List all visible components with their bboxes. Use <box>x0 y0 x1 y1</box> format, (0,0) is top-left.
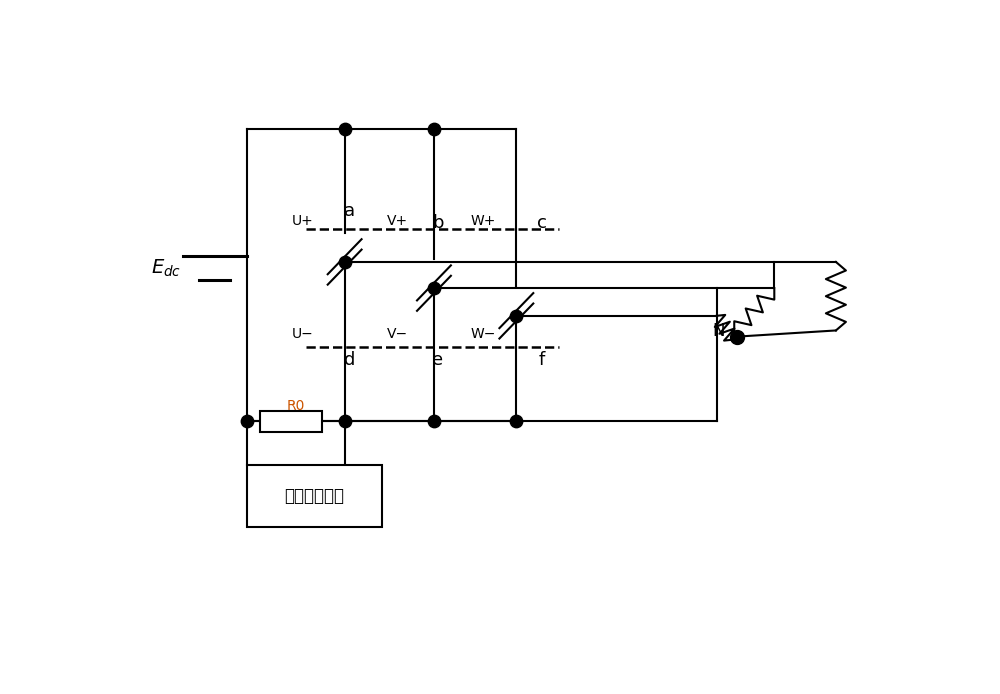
Point <box>426 416 442 427</box>
Point <box>337 416 353 427</box>
Text: a: a <box>344 202 355 220</box>
Text: U+: U+ <box>292 214 314 228</box>
Text: f: f <box>539 350 545 369</box>
Text: c: c <box>537 214 547 232</box>
Text: W−: W− <box>471 328 496 341</box>
Text: V−: V− <box>386 328 408 341</box>
Text: e: e <box>432 350 443 369</box>
Point <box>337 123 353 134</box>
Text: N: N <box>713 322 725 340</box>
Point <box>729 331 745 342</box>
Text: b: b <box>432 214 444 232</box>
Text: W+: W+ <box>471 214 496 228</box>
Bar <box>260 411 322 432</box>
Text: R0: R0 <box>286 399 305 413</box>
Point <box>508 416 524 427</box>
Text: U−: U− <box>292 328 314 341</box>
Point <box>239 416 255 427</box>
Point <box>337 256 353 267</box>
Point <box>426 282 442 294</box>
Text: $E_{dc}$: $E_{dc}$ <box>151 257 181 279</box>
Text: 电流采样单元: 电流采样单元 <box>284 487 344 505</box>
Text: d: d <box>344 350 355 369</box>
Point <box>426 123 442 134</box>
Text: V+: V+ <box>386 214 408 228</box>
Bar <box>247 465 382 527</box>
Point <box>508 310 524 321</box>
